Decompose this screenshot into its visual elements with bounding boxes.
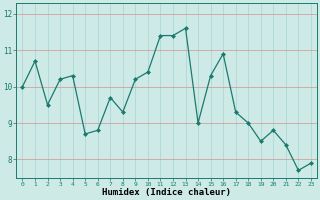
- X-axis label: Humidex (Indice chaleur): Humidex (Indice chaleur): [102, 188, 231, 197]
